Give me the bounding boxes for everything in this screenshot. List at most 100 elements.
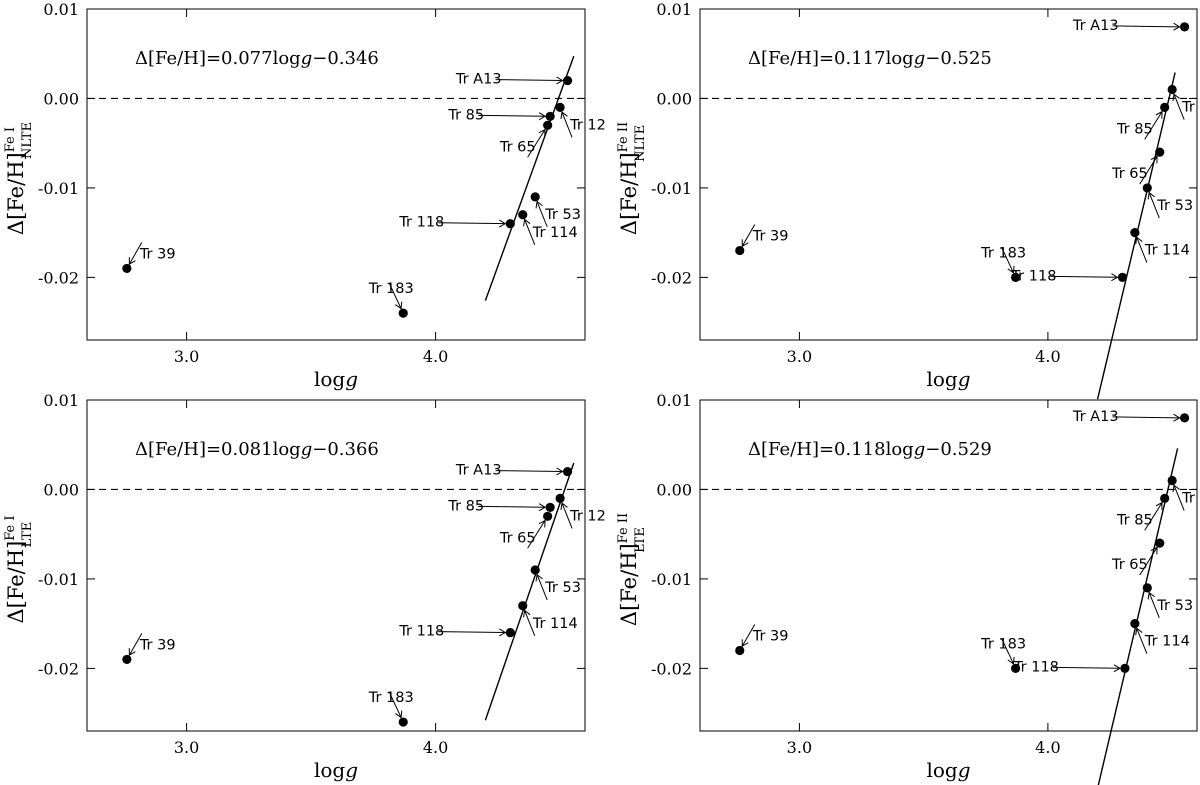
data-point <box>555 102 565 113</box>
label-arrow-head <box>128 648 136 656</box>
point-label: Tr A13 <box>455 72 502 88</box>
label-arrow <box>1112 25 1180 28</box>
fit-equation-prefix: Δ[Fe/H]=0.117log <box>748 48 914 69</box>
point-label: Tr 114 <box>532 616 578 632</box>
point-label: Tr A13 <box>1072 18 1119 34</box>
y-tick-label: -0.02 <box>38 268 79 287</box>
data-point <box>1155 147 1165 157</box>
y-axis-title: Δ[Fe/H]Fe II NLTE <box>616 122 648 235</box>
data-point <box>1167 475 1177 486</box>
label-arrow <box>1173 484 1185 511</box>
point-label: Tr 183 <box>368 281 414 297</box>
point-label: Tr 39 <box>139 246 176 262</box>
point-label: Tr 65 <box>1111 166 1148 182</box>
y-tick-label: -0.01 <box>651 570 692 589</box>
data-point <box>1010 663 1021 673</box>
fit-equation-suffix: −0.529 <box>925 439 992 460</box>
data-point <box>1142 583 1152 593</box>
label-arrow-head <box>1147 591 1155 600</box>
y-axis-title-sub: NLTE <box>20 122 35 159</box>
data-point <box>530 192 540 202</box>
fit-equation-prefix: Δ[Fe/H]=0.081log <box>135 439 301 460</box>
label-arrow <box>1139 156 1158 185</box>
data-point <box>1179 413 1190 423</box>
x-axis-title-italic: g <box>345 367 358 391</box>
data-point <box>1155 538 1165 548</box>
point-label: Tr 114 <box>1144 634 1190 650</box>
fit-equation: Δ[Fe/H]=0.081logg−0.366 <box>135 439 379 460</box>
x-tick-label: 3.0 <box>787 347 812 366</box>
label-arrow <box>741 224 756 247</box>
label-arrow <box>561 111 573 138</box>
label-arrow <box>1148 192 1160 219</box>
label-arrow <box>438 631 506 634</box>
point-label: Tr 53 <box>1156 198 1193 214</box>
label-arrow-head <box>1007 656 1015 665</box>
label-arrow-head <box>538 128 546 137</box>
label-arrow <box>1148 592 1160 619</box>
point-label: Tr 53 <box>544 207 581 223</box>
y-axis-title-main: Δ[Fe/H] <box>4 541 28 624</box>
label-arrow <box>1136 237 1148 263</box>
y-tick-label: 0.00 <box>656 89 692 108</box>
label-arrow-head <box>538 503 547 512</box>
data-point <box>398 717 408 727</box>
data-point <box>122 263 132 274</box>
fit-equation-italic: g <box>301 48 313 69</box>
data-point <box>562 466 573 477</box>
label-arrow-head <box>395 710 403 719</box>
y-tick-label: 0.01 <box>656 0 692 19</box>
y-axis-title-sup: Fe II <box>616 513 631 543</box>
label-arrow <box>527 129 546 158</box>
x-axis-title-main: log <box>926 367 957 391</box>
data-point <box>1160 102 1170 113</box>
fit-equation: Δ[Fe/H]=0.117logg−0.525 <box>748 48 992 69</box>
x-axis-title: logg <box>926 758 970 782</box>
y-tick-label: 0.01 <box>656 391 692 410</box>
point-label: Tr 85 <box>447 107 484 123</box>
point-label: Tr 114 <box>532 225 578 241</box>
data-point <box>1179 22 1190 32</box>
x-tick-label: 4.0 <box>423 738 448 757</box>
y-axis-title-sub: LTE <box>20 522 35 548</box>
y-axis-title-main: Δ[Fe/H] <box>617 152 641 235</box>
point-label: Tr 118 <box>398 215 444 231</box>
point-label: Tr 12 <box>569 508 606 524</box>
data-point <box>1120 663 1130 673</box>
fit-equation-italic: g <box>914 439 926 460</box>
label-arrow <box>527 520 546 549</box>
x-axis-title-main: log <box>314 367 345 391</box>
fit-equation-suffix: −0.346 <box>312 48 379 69</box>
label-arrow <box>561 502 573 529</box>
plot-frame <box>86 399 586 732</box>
point-label: Tr 85 <box>1116 512 1153 528</box>
label-arrow-head <box>1173 413 1181 422</box>
label-arrow-head <box>1150 546 1158 555</box>
point-label: Tr 39 <box>752 229 789 245</box>
data-point <box>505 219 515 229</box>
x-axis-title-main: log <box>926 758 957 782</box>
label-arrow-head <box>741 239 749 248</box>
label-arrow-head <box>741 639 749 648</box>
label-arrow-head <box>1135 627 1143 636</box>
x-tick-label: 3.0 <box>174 347 199 366</box>
y-tick-label: 0.00 <box>43 89 79 108</box>
fit-equation-prefix: Δ[Fe/H]=0.077log <box>135 48 301 69</box>
label-arrow <box>1144 502 1163 531</box>
y-tick-label: -0.01 <box>651 179 692 198</box>
point-label: Tr 85 <box>447 498 484 514</box>
x-axis-title: logg <box>314 367 358 391</box>
data-point <box>518 601 528 611</box>
label-arrow <box>388 282 402 309</box>
label-arrow-head <box>1007 265 1015 274</box>
data-point <box>1010 272 1021 282</box>
label-arrow-head <box>499 628 507 637</box>
data-point <box>505 627 515 638</box>
label-arrow <box>536 574 548 601</box>
label-arrow-head <box>1172 93 1180 102</box>
